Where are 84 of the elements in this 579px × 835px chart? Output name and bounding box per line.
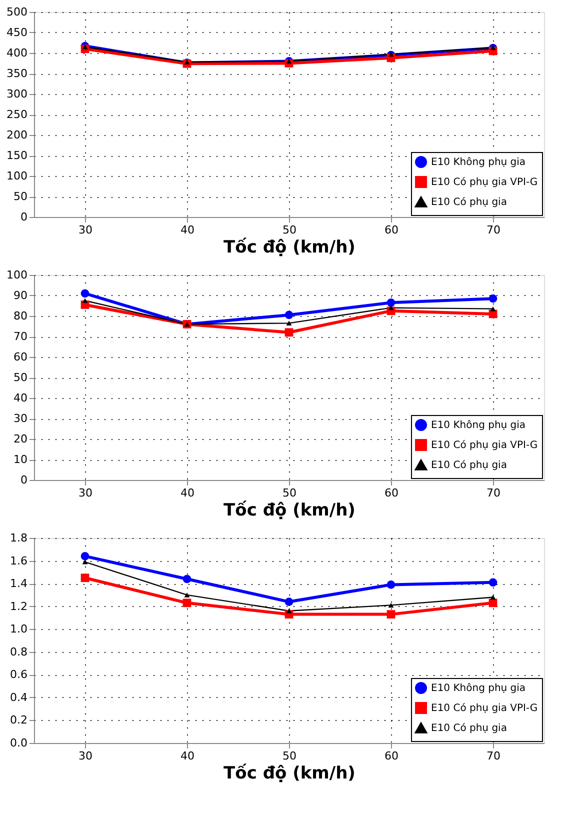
y-tick-label: 80 — [14, 310, 28, 322]
x-tick-label: 70 — [486, 224, 500, 236]
y-tick-label: 70 — [14, 330, 28, 343]
y-tick-label: 40 — [14, 392, 28, 404]
y-tick-label: 0.2 — [10, 714, 28, 727]
point — [388, 305, 394, 310]
x-tick-label: 70 — [486, 750, 500, 762]
x-tick-label: 30 — [78, 486, 92, 500]
y-tick-label: 0.0 — [10, 736, 28, 750]
x-tick-label: 60 — [384, 750, 398, 762]
point — [286, 608, 292, 614]
point — [284, 598, 294, 606]
legend-label: E10 Không phụ gia — [431, 420, 526, 431]
legend-label: E10 Không phụ gia — [431, 157, 526, 168]
point — [388, 602, 394, 608]
legend-label: E10 Có phụ gia — [431, 197, 507, 208]
point — [80, 289, 90, 298]
legend-label: E10 Có phụ gia VPI-G — [431, 177, 538, 188]
y-tick-label: 100 — [6, 268, 28, 282]
x-tick-label: 50 — [282, 486, 296, 500]
y-tick-label: 400 — [6, 46, 28, 60]
y-tick-label: 450 — [6, 26, 28, 39]
y-tick-label: 1.2 — [10, 600, 28, 613]
y-tick-label: 500 — [6, 6, 28, 18]
point — [490, 306, 496, 312]
y-tick-label: 60 — [14, 350, 28, 364]
point — [82, 298, 88, 303]
legend-label: E10 Có phụ gia VPI-G — [431, 703, 538, 714]
point — [386, 298, 396, 307]
legend-label: E10 Không phụ gia — [431, 683, 526, 694]
y-tick-label: 50 — [14, 190, 28, 203]
point — [284, 310, 294, 320]
y-tick-label: 1.4 — [10, 577, 28, 590]
y-tick-label: 0 — [20, 474, 28, 486]
legend-label: E10 Có phụ gia — [431, 723, 507, 734]
y-tick-label: 1.6 — [10, 554, 28, 568]
x-tick-label: 50 — [282, 750, 296, 762]
x-axis-title: Tốc độ (km/h) — [224, 500, 356, 520]
y-tick-label: 350 — [6, 67, 28, 80]
point — [284, 328, 294, 337]
y-tick-label: 250 — [6, 108, 28, 121]
y-tick-label: 0.6 — [10, 668, 28, 682]
point — [82, 560, 88, 564]
x-tick-label: 40 — [180, 750, 194, 762]
x-tick-label: 30 — [78, 224, 92, 236]
point — [80, 552, 90, 560]
y-tick-label: 90 — [14, 289, 28, 302]
y-tick-label: 30 — [14, 412, 28, 425]
point — [286, 320, 292, 326]
x-tick-label: 60 — [384, 224, 398, 236]
point — [80, 574, 90, 582]
legend-label: E10 Có phụ gia VPI-G — [431, 440, 538, 451]
point — [386, 610, 396, 618]
y-tick-label: 150 — [6, 149, 28, 162]
x-axis-title: Tốc độ (km/h) — [224, 238, 356, 258]
point — [386, 580, 396, 589]
point — [488, 578, 498, 587]
x-tick-label: 30 — [78, 750, 92, 762]
y-tick-label: 300 — [6, 88, 28, 100]
y-tick-label: 1.8 — [10, 532, 28, 544]
point — [388, 52, 394, 57]
x-tick-label: 50 — [282, 224, 296, 236]
x-tick-label: 40 — [180, 224, 194, 236]
point — [490, 594, 496, 600]
y-tick-label: 0.4 — [10, 690, 28, 704]
y-tick-label: 200 — [6, 128, 28, 142]
x-tick-label: 70 — [486, 486, 500, 500]
point — [488, 294, 498, 303]
point — [182, 598, 192, 608]
x-axis-title: Tốc độ (km/h) — [224, 764, 356, 784]
point — [182, 574, 192, 584]
y-tick-label: 10 — [14, 453, 28, 466]
point — [488, 598, 498, 608]
y-tick-label: 100 — [6, 170, 28, 182]
legend-label: E10 Có phụ gia — [431, 460, 507, 471]
point — [184, 60, 190, 64]
y-tick-label: 0.8 — [10, 645, 28, 658]
y-tick-label: 0 — [20, 210, 28, 224]
y-tick-label: 1.0 — [10, 622, 28, 636]
point — [184, 592, 190, 598]
y-tick-label: 20 — [14, 432, 28, 446]
y-tick-label: 50 — [14, 371, 28, 384]
x-tick-label: 60 — [384, 486, 398, 500]
x-tick-label: 40 — [180, 486, 194, 500]
